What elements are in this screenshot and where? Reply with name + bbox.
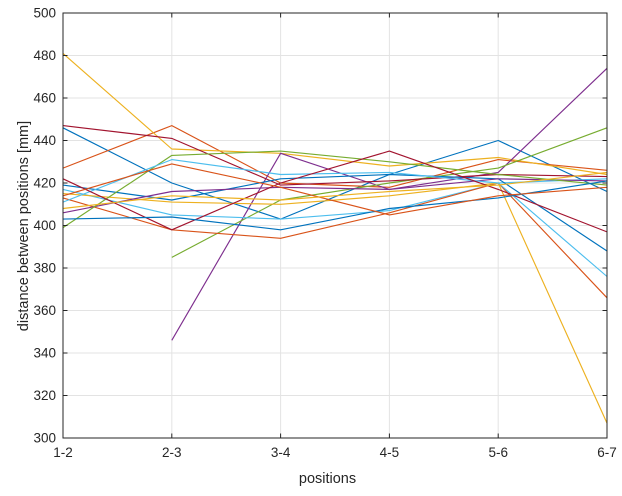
x-tick-label: 4-5 xyxy=(380,445,400,460)
series-line-10 xyxy=(62,182,608,424)
y-tick-label: 400 xyxy=(33,218,56,233)
y-tick-label: 420 xyxy=(33,176,56,191)
series-line-9 xyxy=(62,182,608,299)
y-tick-label: 320 xyxy=(33,388,56,403)
series-line-5 xyxy=(171,127,608,258)
y-tick-label: 500 xyxy=(33,6,56,21)
y-axis-label: distance between positions [mm] xyxy=(16,120,32,332)
series-line-14 xyxy=(62,150,608,233)
series-line-16 xyxy=(62,163,608,216)
series-line-11 xyxy=(62,178,608,214)
y-tick-label: 460 xyxy=(33,91,56,106)
y-tick-label: 380 xyxy=(33,261,56,276)
y-tick-label: 480 xyxy=(33,48,56,63)
series-line-12 xyxy=(62,150,608,229)
y-tick-label: 300 xyxy=(33,431,56,446)
series-line-1 xyxy=(62,127,608,220)
x-tick-label: 5-6 xyxy=(488,445,508,460)
series-line-6 xyxy=(62,178,608,220)
series-line-13 xyxy=(62,159,608,277)
series-line-7 xyxy=(62,125,608,186)
y-tick-label: 340 xyxy=(33,346,56,361)
y-tick-label: 360 xyxy=(33,303,56,318)
series-line-17 xyxy=(62,171,608,210)
x-tick-label: 1-2 xyxy=(53,445,73,460)
series-line-15 xyxy=(62,180,608,231)
x-tick-label: 2-3 xyxy=(162,445,182,460)
x-axis-label: positions xyxy=(298,471,357,487)
y-tick-label: 440 xyxy=(33,133,56,148)
series-line-3 xyxy=(62,52,608,176)
series-line-8 xyxy=(62,173,608,252)
x-tick-label: 3-4 xyxy=(271,445,291,460)
x-tick-label: 6-7 xyxy=(597,445,617,460)
